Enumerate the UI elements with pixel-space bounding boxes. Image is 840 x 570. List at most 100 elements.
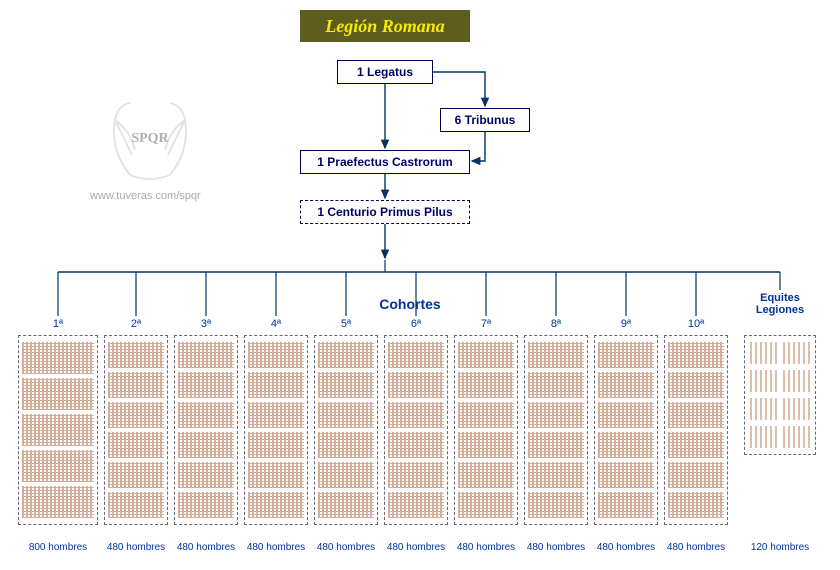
century-block <box>108 432 164 458</box>
cohort-box <box>174 335 238 525</box>
century-block <box>178 372 234 398</box>
century-block <box>22 342 94 374</box>
turma-block <box>783 398 812 420</box>
century-block <box>388 342 444 368</box>
century-block <box>22 378 94 410</box>
tribunus-label: 6 Tribunus <box>455 113 516 127</box>
cohort-count: 480 hombres <box>311 542 381 553</box>
century-block <box>388 402 444 428</box>
cohortes-label: Cohortes <box>360 296 460 312</box>
spqr-wreath: SPQR <box>100 95 200 185</box>
turma-block <box>783 370 812 392</box>
cohort-count: 480 hombres <box>171 542 241 553</box>
century-block <box>388 492 444 518</box>
century-block <box>318 402 374 428</box>
century-block <box>668 342 724 368</box>
node-legatus: 1 Legatus <box>337 60 433 84</box>
cohort-box <box>594 335 658 525</box>
century-block <box>388 462 444 488</box>
equites-count: 120 hombres <box>744 542 816 553</box>
turma-block <box>783 426 812 448</box>
century-block <box>598 402 654 428</box>
cohort-box <box>384 335 448 525</box>
century-block <box>318 372 374 398</box>
century-block <box>22 414 94 446</box>
cohort-count: 480 hombres <box>241 542 311 553</box>
title-banner: Legión Romana <box>300 10 470 42</box>
cohort-number: 1ª <box>28 318 88 330</box>
century-block <box>22 450 94 482</box>
turma-block <box>783 342 812 364</box>
century-block <box>598 462 654 488</box>
page-title: Legión Romana <box>325 16 445 37</box>
cohort-count: 480 hombres <box>381 542 451 553</box>
cohort-count: 800 hombres <box>15 542 101 553</box>
century-block <box>108 402 164 428</box>
century-block <box>248 462 304 488</box>
century-block <box>108 372 164 398</box>
century-block <box>458 402 514 428</box>
legatus-label: 1 Legatus <box>357 65 413 79</box>
cohort-number: 5ª <box>316 318 376 330</box>
century-block <box>598 342 654 368</box>
century-block <box>318 462 374 488</box>
turma-block <box>750 426 779 448</box>
century-block <box>318 492 374 518</box>
cohort-number: 4ª <box>246 318 306 330</box>
century-block <box>178 462 234 488</box>
century-block <box>668 492 724 518</box>
cohort-count: 480 hombres <box>101 542 171 553</box>
century-block <box>668 402 724 428</box>
cohort-box <box>664 335 728 525</box>
century-block <box>248 492 304 518</box>
century-block <box>528 462 584 488</box>
cohort-number: 2ª <box>106 318 166 330</box>
cohort-count: 480 hombres <box>661 542 731 553</box>
century-block <box>458 492 514 518</box>
century-block <box>598 432 654 458</box>
century-block <box>178 432 234 458</box>
turma-block <box>750 342 779 364</box>
cohort-number: 7ª <box>456 318 516 330</box>
century-block <box>668 432 724 458</box>
cohort-count: 480 hombres <box>451 542 521 553</box>
century-block <box>248 402 304 428</box>
century-block <box>528 372 584 398</box>
century-block <box>178 342 234 368</box>
century-block <box>668 462 724 488</box>
century-block <box>22 486 94 518</box>
century-block <box>108 492 164 518</box>
century-block <box>248 342 304 368</box>
node-praefectus: 1 Praefectus Castrorum <box>300 150 470 174</box>
century-block <box>528 402 584 428</box>
source-url: www.tuveras.com/spqr <box>90 190 201 202</box>
century-block <box>108 342 164 368</box>
century-block <box>178 402 234 428</box>
node-tribunus: 6 Tribunus <box>440 108 530 132</box>
century-block <box>318 432 374 458</box>
century-block <box>458 342 514 368</box>
cohort-number: 10ª <box>666 318 726 330</box>
equites-box <box>744 335 816 455</box>
cohort-number: 9ª <box>596 318 656 330</box>
century-block <box>388 432 444 458</box>
century-block <box>318 342 374 368</box>
century-block <box>668 372 724 398</box>
praefectus-label: 1 Praefectus Castrorum <box>317 155 452 169</box>
cohort-count: 480 hombres <box>521 542 591 553</box>
century-block <box>248 432 304 458</box>
turma-block <box>750 398 779 420</box>
cohort-count: 480 hombres <box>591 542 661 553</box>
century-block <box>598 492 654 518</box>
century-block <box>528 342 584 368</box>
centurio-label: 1 Centurio Primus Pilus <box>317 205 452 219</box>
century-block <box>248 372 304 398</box>
century-block <box>108 462 164 488</box>
cohort-box <box>314 335 378 525</box>
cohort-box <box>244 335 308 525</box>
century-block <box>178 492 234 518</box>
equites-label: Equites Legiones <box>744 292 816 316</box>
century-block <box>458 372 514 398</box>
cohort-box <box>454 335 518 525</box>
cohort-number: 6ª <box>386 318 446 330</box>
